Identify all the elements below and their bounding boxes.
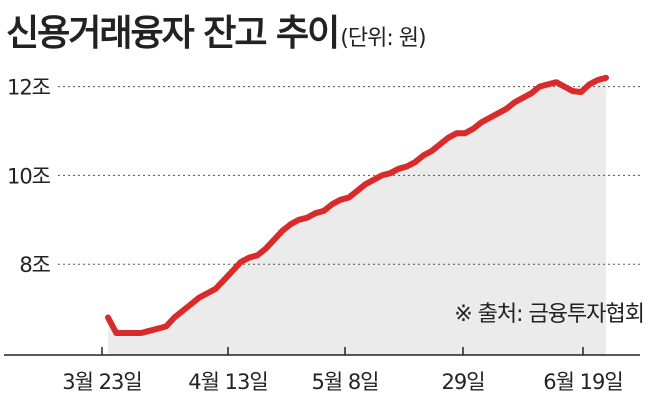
x-tick-label: 3월 23일 [62, 370, 141, 394]
unit-label: (단위: 원) [340, 26, 426, 51]
y-tick-label: 12조 [7, 76, 51, 100]
y-tick-label: 10조 [7, 164, 51, 188]
x-tick-label: 29일 [441, 370, 484, 394]
x-tick-label: 4월 13일 [188, 370, 267, 394]
series-line [105, 74, 609, 336]
chart-header: 신용거래융자 잔고 추이(단위: 원) [6, 4, 427, 56]
x-tick-label: 6월 19일 [543, 370, 622, 394]
x-tick-label: 5월 8일 [311, 370, 378, 394]
area-fill [108, 77, 606, 356]
y-tick-label: 8조 [19, 253, 50, 277]
chart-title: 신용거래융자 잔고 추이 [6, 13, 340, 54]
source-note: ※ 출처: 금융투자협회 [454, 302, 644, 327]
